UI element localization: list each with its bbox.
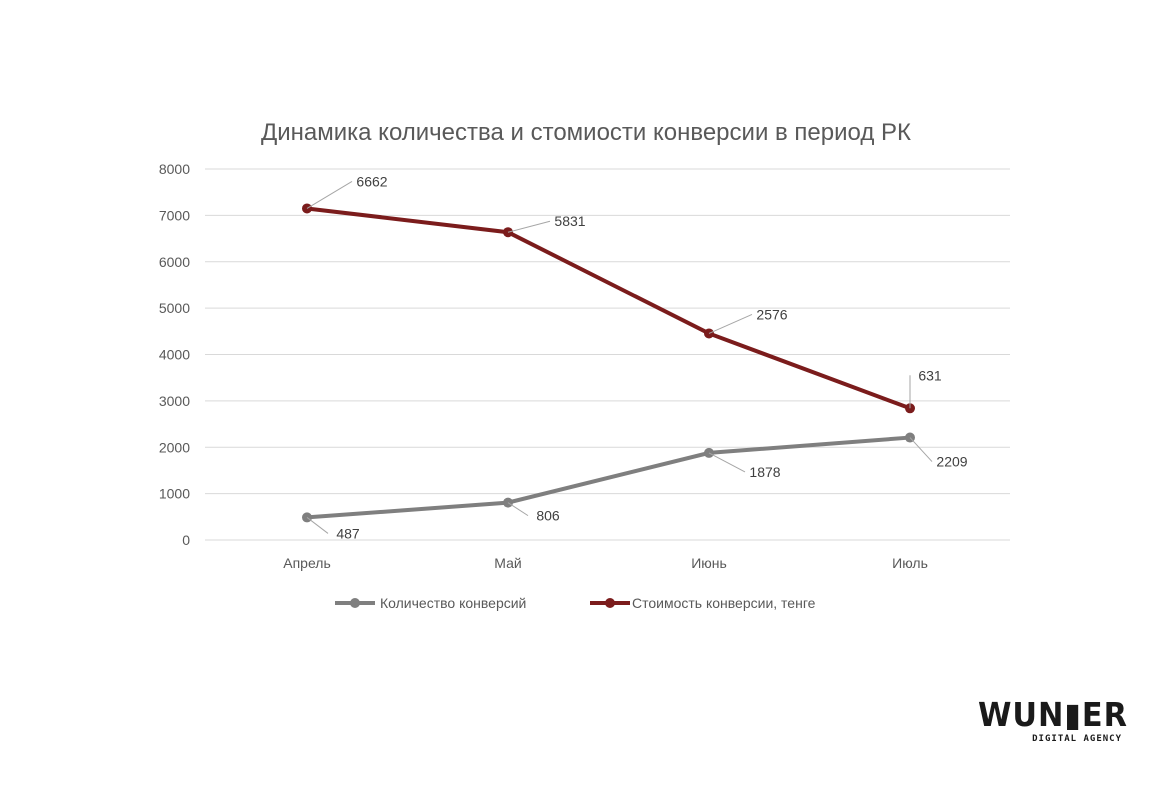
wunder-logo: WUN▮ER DIGITAL AGENCY xyxy=(978,695,1128,745)
leader-line xyxy=(708,313,753,334)
y-tick-label: 6000 xyxy=(159,254,190,270)
data-label: 1878 xyxy=(749,464,780,480)
y-tick-label: 8000 xyxy=(159,161,190,177)
chart-title: Динамика количества и стомиости конверси… xyxy=(261,119,911,146)
series-line xyxy=(306,435,911,520)
leader-line xyxy=(507,220,551,233)
legend-label: Стоимость конверсии, тенге xyxy=(632,595,816,611)
leader-line xyxy=(708,452,746,473)
series-line xyxy=(306,206,911,411)
x-tick-label: Июль xyxy=(892,555,928,571)
leader-line xyxy=(507,502,529,517)
data-label: 631 xyxy=(918,367,942,383)
data-label: 5831 xyxy=(554,213,585,229)
data-label: 2209 xyxy=(936,454,967,470)
leader-line xyxy=(306,517,329,534)
data-label: 806 xyxy=(536,508,560,524)
y-tick-label: 7000 xyxy=(159,207,190,223)
legend-marker xyxy=(605,598,615,608)
x-tick-label: Апрель xyxy=(283,555,331,571)
leader-line xyxy=(306,181,353,209)
x-tick-label: Июнь xyxy=(691,555,727,571)
y-tick-label: 0 xyxy=(182,532,190,548)
y-tick-label: 5000 xyxy=(159,300,190,316)
legend-marker xyxy=(350,598,360,608)
y-tick-label: 2000 xyxy=(159,439,190,455)
data-label: 487 xyxy=(336,525,360,541)
y-tick-label: 1000 xyxy=(159,486,190,502)
y-tick-label: 4000 xyxy=(159,347,190,363)
x-tick-label: Май xyxy=(494,555,521,571)
leader-line xyxy=(909,437,933,462)
legend-label: Количество конверсий xyxy=(380,595,526,611)
data-label: 6662 xyxy=(356,173,387,189)
data-label: 2576 xyxy=(756,306,787,322)
y-tick-label: 3000 xyxy=(159,393,190,409)
